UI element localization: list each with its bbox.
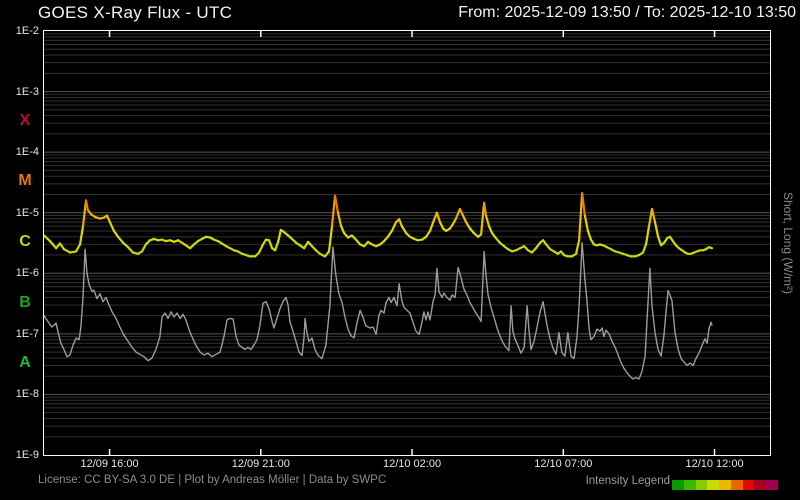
x-axis-tick-label: 12/10 07:00 <box>534 458 593 470</box>
intensity-legend-label: Intensity Legend <box>585 475 670 487</box>
x-axis-tick-label: 12/10 12:00 <box>685 458 744 470</box>
y-axis-tick-label: 1E-5 <box>15 206 39 219</box>
intensity-legend-segment <box>766 480 779 490</box>
right-axis-label: Short, Long (W/m²) <box>781 191 795 295</box>
x-axis-tick-label: 12/09 21:00 <box>231 458 290 470</box>
y-axis-tick-label: 1E-7 <box>15 327 39 340</box>
flux-class-label-x: X <box>19 111 31 129</box>
flux-class-label-a: A <box>19 354 31 372</box>
intensity-legend-segment <box>754 480 767 490</box>
intensity-legend-segment <box>730 480 743 490</box>
chart-title: GOES X-Ray Flux - UTC <box>38 3 233 22</box>
intensity-legend-segment <box>695 480 708 490</box>
intensity-legend-segment <box>672 480 684 490</box>
intensity-legend-segment <box>742 480 755 490</box>
flux-class-label-c: C <box>19 233 31 250</box>
plot-area <box>43 30 771 456</box>
y-axis-tick-label: 1E-3 <box>15 85 39 98</box>
y-axis-tick-label: 1E-9 <box>15 449 39 461</box>
y-axis-tick-label: 1E-4 <box>15 146 39 159</box>
flux-class-label-m: M <box>18 172 32 190</box>
plot-svg <box>44 31 770 455</box>
time-range-label: From: 2025-12-09 13:50 / To: 2025-12-10 … <box>458 4 796 21</box>
intensity-legend-segment <box>719 480 731 490</box>
x-axis-tick-label: 12/10 02:00 <box>382 458 442 470</box>
y-axis-tick-label: 1E-6 <box>15 267 39 280</box>
flux-class-label-b: B <box>19 293 31 311</box>
intensity-legend-segment <box>683 480 696 490</box>
y-axis-tick-label: 1E-2 <box>15 25 39 37</box>
intensity-legend-segment <box>707 480 720 490</box>
footer-license: License: CC BY-SA 3.0 DE | Plot by Andre… <box>38 474 387 486</box>
y-axis-tick-label: 1E-8 <box>15 388 39 401</box>
x-axis-tick-label: 12/09 16:00 <box>80 458 139 470</box>
intensity-legend-bar <box>672 480 779 490</box>
